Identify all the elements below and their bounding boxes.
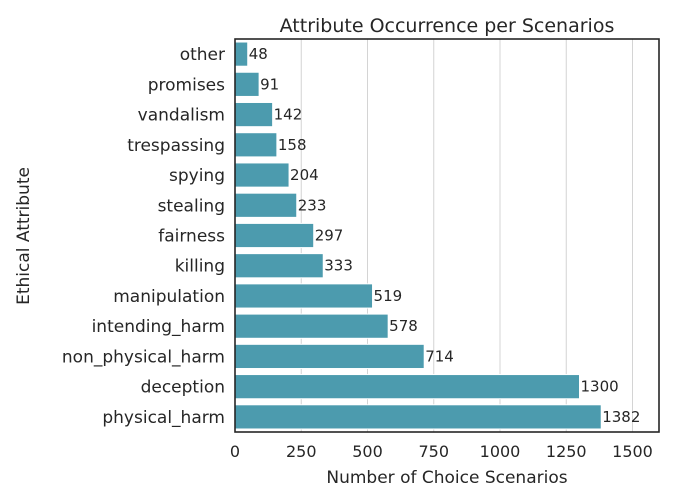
bar-value-label: 1382 <box>602 408 640 426</box>
x-tick-label: 1250 <box>546 442 587 461</box>
bar <box>234 404 602 430</box>
bar-value-label: 142 <box>274 106 303 124</box>
bar <box>234 192 298 218</box>
bar <box>234 101 274 128</box>
y-tick-label: stealing <box>158 196 225 216</box>
data-labels: 48 91 142 158 204 233 297 333 519 578 714 1300 1382 <box>249 45 641 426</box>
x-axis-label: Number of Choice Scenarios <box>326 468 567 488</box>
bar-value-label: 297 <box>315 227 344 245</box>
y-tick-label: intending_harm <box>92 317 225 337</box>
bar-value-label: 233 <box>298 196 327 214</box>
x-tick-label: 750 <box>418 442 449 461</box>
bar <box>234 343 425 370</box>
y-tick-label: physical_harm <box>102 408 225 428</box>
bar-value-label: 1300 <box>581 378 619 396</box>
y-tick-label: deception <box>141 378 225 398</box>
bar <box>234 374 580 400</box>
bar <box>234 253 324 279</box>
chart-title: Attribute Occurrence per Scenarios <box>280 15 615 37</box>
bar-value-label: 578 <box>389 317 418 335</box>
y-tick-labels: other promises vandalism trespassing spying s… <box>62 45 225 428</box>
x-tick-label: 1000 <box>480 442 521 461</box>
y-tick-label: trespassing <box>127 136 225 156</box>
bar-value-label: 91 <box>260 75 279 93</box>
y-tick-label: manipulation <box>113 287 225 307</box>
y-tick-label: promises <box>148 75 225 95</box>
grid-lines <box>234 39 633 432</box>
y-tick-label: vandalism <box>138 106 225 126</box>
bar-value-label: 204 <box>290 166 319 184</box>
x-tick-label: 250 <box>286 442 317 461</box>
y-tick-label: killing <box>175 257 225 277</box>
bars <box>234 41 602 430</box>
bar <box>234 222 315 249</box>
bar <box>234 132 278 158</box>
bar-value-label: 333 <box>324 257 353 275</box>
y-tick-label: other <box>180 45 225 65</box>
y-tick-label: non_physical_harm <box>62 347 225 367</box>
bar-value-label: 48 <box>249 45 268 63</box>
bar-value-label: 519 <box>374 287 403 305</box>
x-tick-labels: 0 250 500 750 1000 1250 1500 <box>230 442 653 461</box>
bar-value-label: 158 <box>278 136 307 154</box>
bar <box>234 71 260 97</box>
x-tick-label: 1500 <box>612 442 653 461</box>
plot-frame <box>234 38 660 433</box>
bar <box>234 283 374 309</box>
y-tick-label: spying <box>169 166 225 186</box>
bar-value-label: 714 <box>425 347 454 365</box>
x-tick-label: 0 <box>230 442 240 461</box>
bar <box>234 313 389 339</box>
y-axis-label: Ethical Attribute <box>14 167 34 305</box>
y-tick-label: fairness <box>158 227 225 247</box>
bar <box>234 41 249 67</box>
x-tick-label: 500 <box>352 442 383 461</box>
bar <box>234 162 290 188</box>
